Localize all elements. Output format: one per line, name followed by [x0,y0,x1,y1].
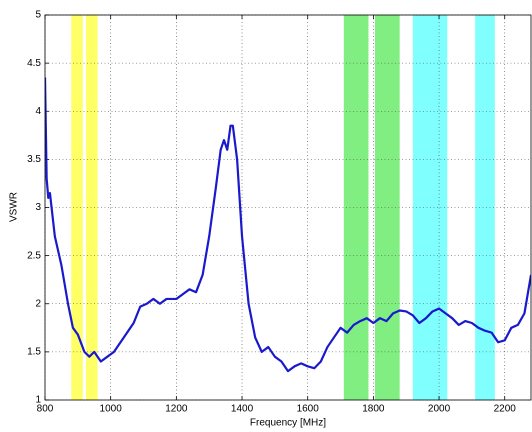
x-axis-label: Frequency [MHz] [250,418,326,429]
y-tick-label: 3 [35,202,41,213]
x-tick-label: 1800 [362,404,385,415]
labels: 800 1000 1200 1400 1600 1800 2000 2200 1 1.5 2 2.5 3… [27,10,516,415]
y-tick-label: 4.5 [27,58,41,69]
y-tick-label: 3.5 [27,154,41,165]
y-tick-label: 2.5 [27,250,41,261]
x-tick-label: 1200 [165,404,188,415]
x-tick-label: 2200 [494,404,517,415]
y-tick-label: 1 [35,395,41,406]
frequency-band [475,15,495,400]
curve-layer [45,77,531,373]
y-tick-label: 4 [35,106,41,117]
grid [44,14,531,401]
y-tick-label: 1.5 [27,347,41,358]
x-tick-label: 1000 [100,404,123,415]
plot-frame [44,14,532,401]
x-tick-label: 800 [37,404,54,415]
vswr-line [45,77,531,373]
frequency-band [86,15,98,400]
x-tick-label: 1400 [231,404,254,415]
frequency-band [343,15,369,400]
y-axis-label: VSWR [9,192,20,222]
y-tick-label: 2 [35,298,41,309]
x-tick-label: 1600 [297,404,320,415]
x-tick-label: 2000 [428,404,451,415]
y-tick-label: 5 [35,10,41,21]
